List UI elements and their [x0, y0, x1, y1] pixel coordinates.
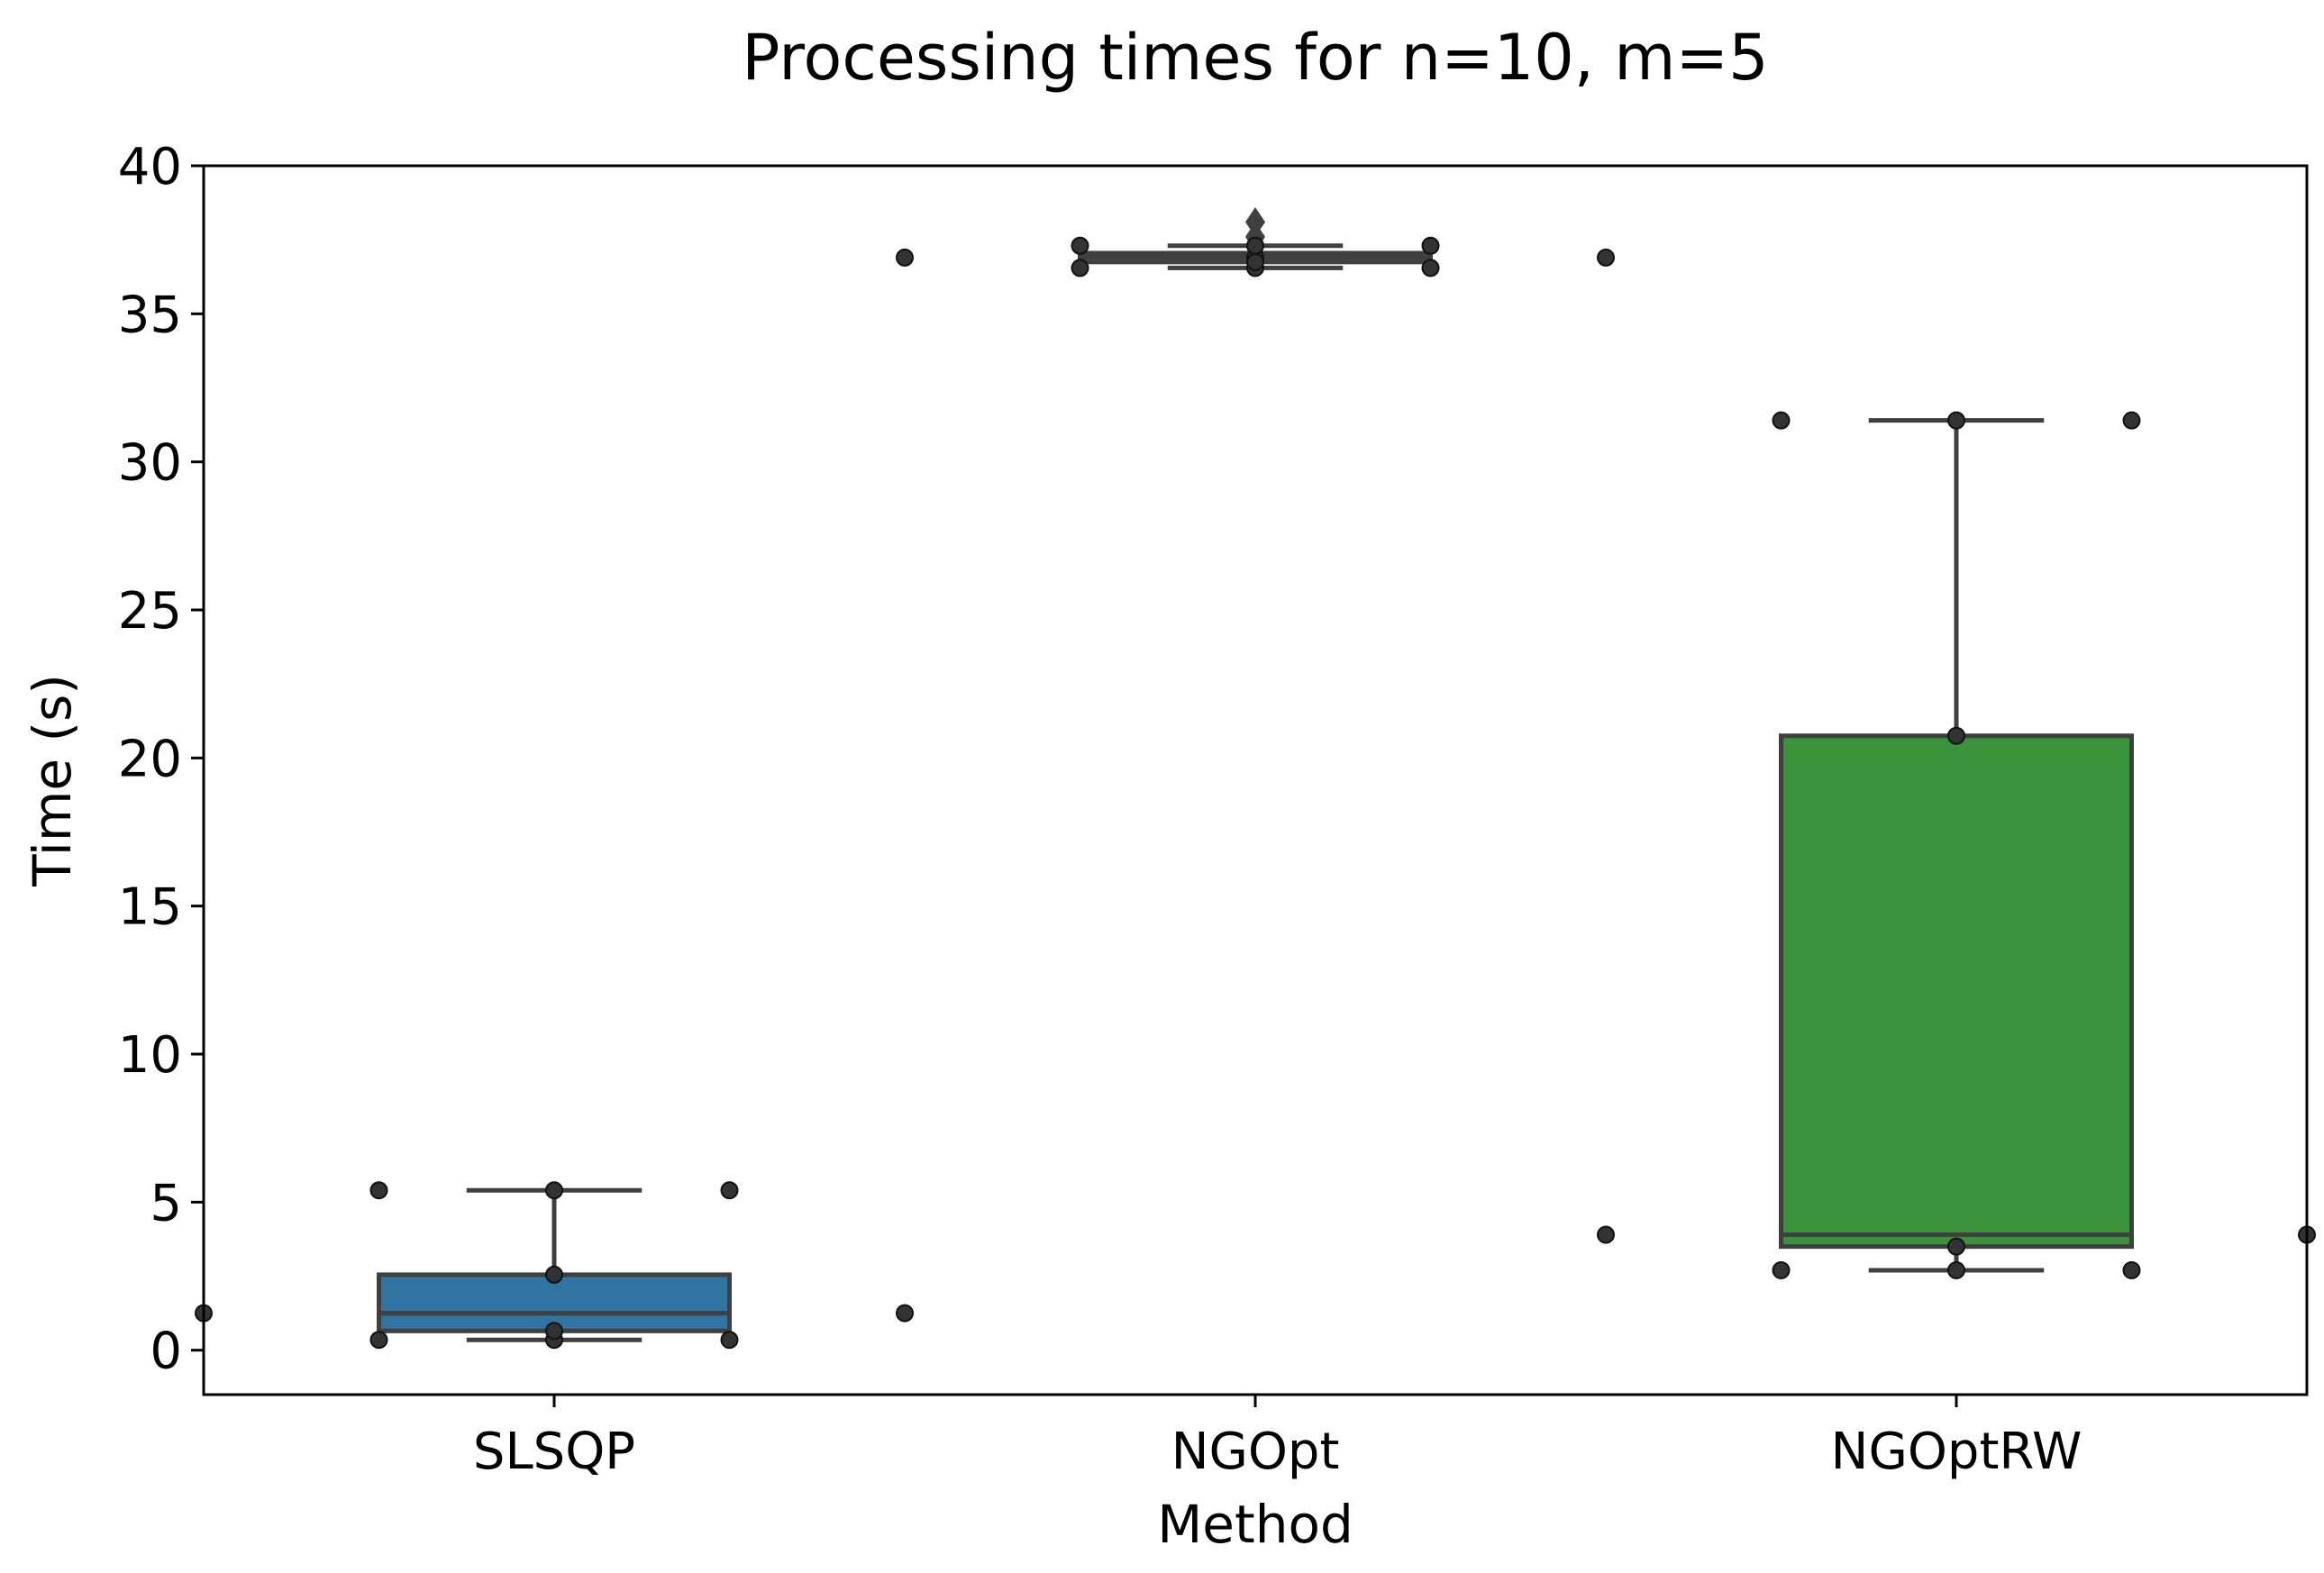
x-tick-label-ngopt: NGOpt — [1171, 1423, 1340, 1481]
data-point — [2122, 1260, 2141, 1279]
data-point — [1071, 236, 1089, 255]
y-tick-label-25: 25 — [118, 582, 182, 641]
data-point — [545, 1265, 563, 1284]
data-point — [1772, 411, 1791, 430]
data-point — [896, 248, 914, 267]
data-point — [1947, 726, 1965, 745]
y-tick-label-20: 20 — [118, 730, 182, 788]
data-point — [1421, 236, 1440, 255]
data-point — [896, 1304, 914, 1323]
data-point — [1246, 252, 1264, 271]
box-slsqp — [377, 1187, 732, 1342]
y-tick-label-5: 5 — [150, 1174, 182, 1232]
data-point — [1947, 1237, 1965, 1256]
points-ngopt — [896, 236, 1615, 277]
data-point — [1071, 259, 1089, 277]
outlier-point — [1245, 206, 1265, 237]
data-point — [369, 1331, 388, 1350]
x-axis: SLSQP NGOpt NGOptRW — [473, 1395, 2082, 1481]
y-axis-label: Time (s) — [22, 674, 83, 887]
y-tick-label-0: 0 — [150, 1323, 182, 1381]
y-tick-label-30: 30 — [118, 434, 182, 493]
data-point — [1947, 411, 1965, 430]
box-body — [377, 1272, 732, 1333]
data-point — [545, 1181, 563, 1200]
plot-area — [195, 206, 2316, 1350]
y-tick-label-10: 10 — [118, 1026, 182, 1085]
y-tick-label-35: 35 — [118, 286, 182, 344]
points-ngoptrw — [1597, 411, 2316, 1279]
data-point — [545, 1322, 563, 1341]
x-tick-label-slsqp: SLSQP — [473, 1423, 635, 1481]
data-point — [1421, 259, 1440, 277]
data-point — [1246, 236, 1264, 255]
box-body — [1779, 733, 2134, 1250]
data-point — [1772, 1260, 1791, 1279]
data-point — [369, 1181, 388, 1200]
y-tick-label-40: 40 — [118, 138, 182, 196]
box-ngoptrw — [1779, 418, 2134, 1273]
data-point — [1597, 248, 1615, 267]
x-tick-label-ngoptrw: NGOptRW — [1831, 1423, 2082, 1481]
data-point — [720, 1331, 739, 1350]
data-point — [2122, 411, 2141, 430]
y-axis: 0 5 10 15 20 25 30 35 40 — [118, 138, 204, 1381]
x-axis-label: Method — [1157, 1494, 1353, 1555]
y-tick-label-15: 15 — [118, 878, 182, 937]
data-point — [720, 1181, 739, 1200]
chart-title: Processing times for n=10, m=5 — [742, 21, 1768, 95]
data-point — [1597, 1225, 1615, 1244]
data-point — [1947, 1260, 1965, 1279]
